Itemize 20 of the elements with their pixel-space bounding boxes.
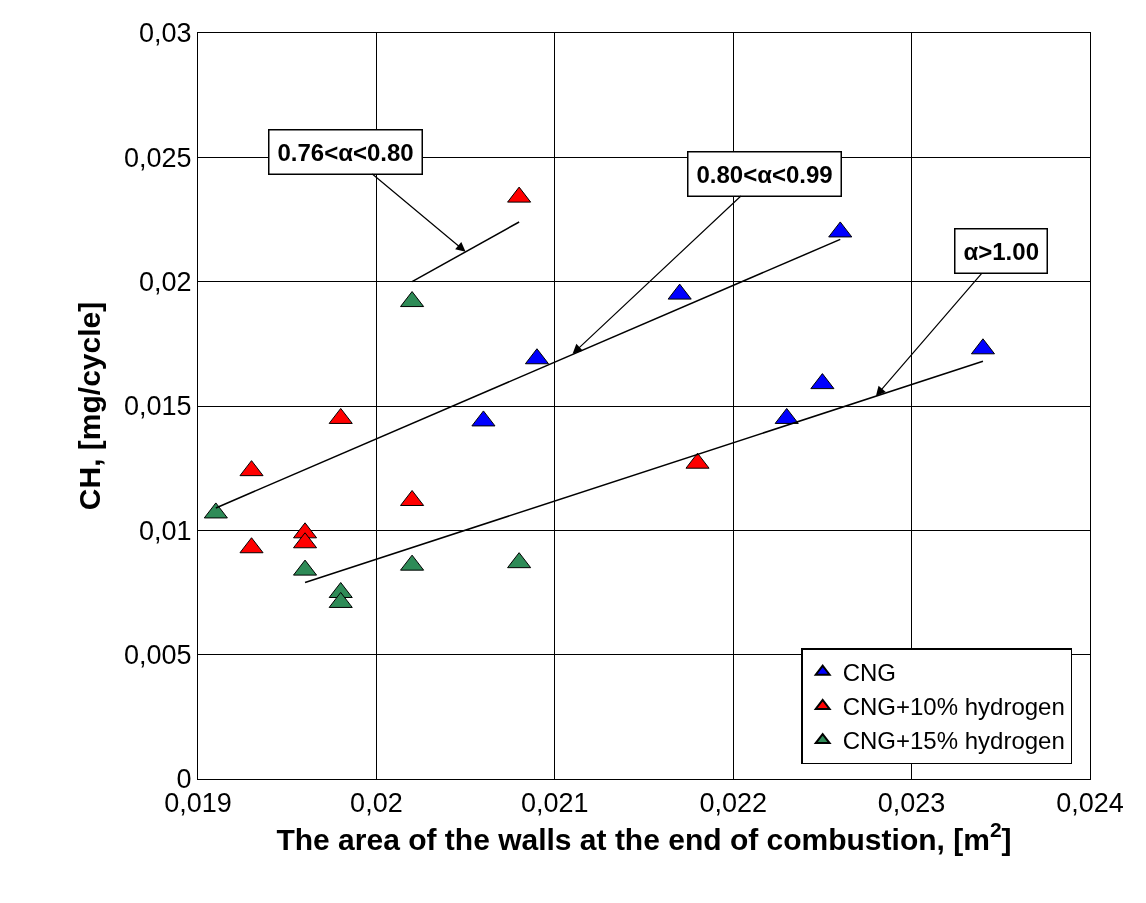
y-tick-label: 0,03 (139, 18, 192, 49)
x-axis-title: The area of the walls at the end of combustion, [m$^{2}$] (276, 818, 1012, 856)
y-axis-title: CH, [mg/cycle] (73, 301, 107, 511)
x-tick-label: 0,021 (521, 788, 589, 819)
legend-label: CNG (842, 659, 896, 687)
annotation: 0.80<α<0.99 (696, 160, 833, 188)
y-tick-label: 0,01 (139, 515, 192, 546)
x-tick-label: 0,02 (350, 788, 403, 819)
x-tick-label: 0,024 (1056, 788, 1124, 819)
annotation: α>1.00 (963, 237, 1039, 265)
legend-label: CNG+10% hydrogen (842, 693, 1065, 721)
y-tick-label: 0,015 (124, 391, 192, 422)
y-tick-label: 0,005 (124, 640, 192, 671)
x-tick-label: 0,019 (164, 788, 232, 819)
x-tick-label: 0,023 (877, 788, 946, 819)
y-tick-label: 0,02 (139, 267, 192, 298)
legend-label: CNG+15% hydrogen (842, 727, 1065, 755)
y-tick-label: 0,025 (124, 142, 192, 173)
annotation: 0.76<α<0.80 (277, 138, 414, 166)
x-tick-label: 0,022 (699, 788, 767, 819)
